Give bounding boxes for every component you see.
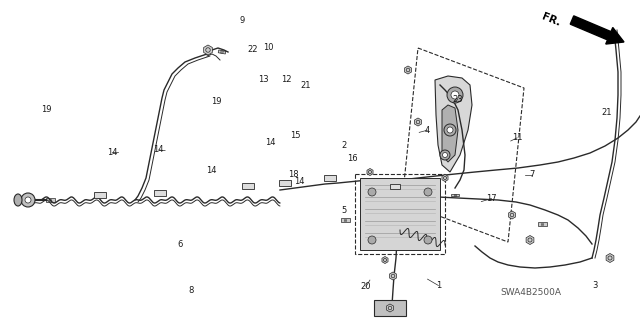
- Circle shape: [388, 306, 392, 310]
- Polygon shape: [390, 272, 396, 280]
- Polygon shape: [360, 178, 440, 250]
- Circle shape: [406, 68, 410, 72]
- Bar: [324, 175, 336, 181]
- Text: 14: 14: [265, 138, 275, 147]
- Circle shape: [444, 176, 447, 180]
- Text: 22: 22: [248, 45, 258, 54]
- Bar: [218, 50, 226, 54]
- Text: 6: 6: [178, 241, 183, 249]
- Polygon shape: [387, 304, 394, 312]
- Circle shape: [444, 124, 456, 136]
- Text: 18: 18: [288, 170, 298, 179]
- Circle shape: [368, 188, 376, 196]
- Circle shape: [25, 197, 31, 203]
- Polygon shape: [367, 168, 373, 175]
- Polygon shape: [404, 66, 412, 74]
- Circle shape: [391, 274, 395, 278]
- Circle shape: [369, 170, 372, 174]
- Circle shape: [383, 258, 387, 262]
- Bar: [279, 180, 291, 186]
- Bar: [154, 190, 166, 196]
- FancyArrow shape: [570, 16, 624, 44]
- Circle shape: [424, 236, 432, 244]
- Polygon shape: [442, 105, 458, 162]
- Polygon shape: [415, 118, 422, 126]
- Circle shape: [510, 213, 514, 217]
- Bar: [242, 183, 254, 189]
- Circle shape: [424, 188, 432, 196]
- Circle shape: [451, 91, 459, 99]
- Bar: [451, 194, 459, 197]
- Text: 7: 7: [530, 170, 535, 179]
- Polygon shape: [606, 254, 614, 263]
- Text: 12: 12: [282, 75, 292, 84]
- Text: 14: 14: [107, 148, 117, 157]
- Text: 14: 14: [206, 166, 216, 175]
- Text: 9: 9: [239, 16, 244, 25]
- Text: 21: 21: [602, 108, 612, 117]
- Text: 20: 20: [361, 282, 371, 291]
- Circle shape: [608, 256, 612, 260]
- Text: 19: 19: [211, 97, 221, 106]
- Circle shape: [440, 150, 450, 160]
- Text: 16: 16: [347, 154, 357, 163]
- Circle shape: [416, 120, 420, 124]
- Polygon shape: [526, 235, 534, 244]
- Text: 5: 5: [342, 206, 347, 215]
- Bar: [374, 300, 406, 316]
- Bar: [340, 218, 349, 222]
- Text: 14: 14: [294, 177, 305, 186]
- Polygon shape: [204, 45, 212, 55]
- Circle shape: [528, 238, 532, 242]
- Bar: [355, 174, 445, 254]
- Text: FR.: FR.: [540, 12, 562, 28]
- Circle shape: [447, 87, 463, 103]
- Polygon shape: [509, 211, 515, 219]
- Text: 13: 13: [259, 75, 269, 84]
- Circle shape: [21, 193, 35, 207]
- Text: 21: 21: [301, 81, 311, 90]
- Polygon shape: [435, 76, 472, 172]
- Text: 1: 1: [436, 281, 441, 290]
- Text: 17: 17: [486, 194, 497, 203]
- Polygon shape: [382, 256, 388, 263]
- Text: 4: 4: [425, 126, 430, 135]
- Text: 23: 23: [452, 95, 463, 104]
- Circle shape: [368, 236, 376, 244]
- Bar: [45, 198, 54, 202]
- Text: 3: 3: [593, 281, 598, 290]
- Bar: [538, 222, 547, 226]
- Polygon shape: [442, 174, 448, 182]
- Bar: [94, 192, 106, 198]
- Text: 10: 10: [264, 43, 274, 52]
- Circle shape: [442, 152, 447, 158]
- Bar: [390, 183, 400, 189]
- Text: SWA4B2500A: SWA4B2500A: [500, 288, 561, 297]
- Text: 15: 15: [291, 131, 301, 140]
- Ellipse shape: [14, 194, 22, 206]
- Text: 8: 8: [188, 286, 193, 295]
- Circle shape: [205, 48, 211, 52]
- Circle shape: [447, 127, 453, 133]
- Text: 2: 2: [342, 141, 347, 150]
- Text: 11: 11: [512, 133, 522, 142]
- Text: 14: 14: [154, 145, 164, 154]
- Text: 19: 19: [41, 105, 51, 114]
